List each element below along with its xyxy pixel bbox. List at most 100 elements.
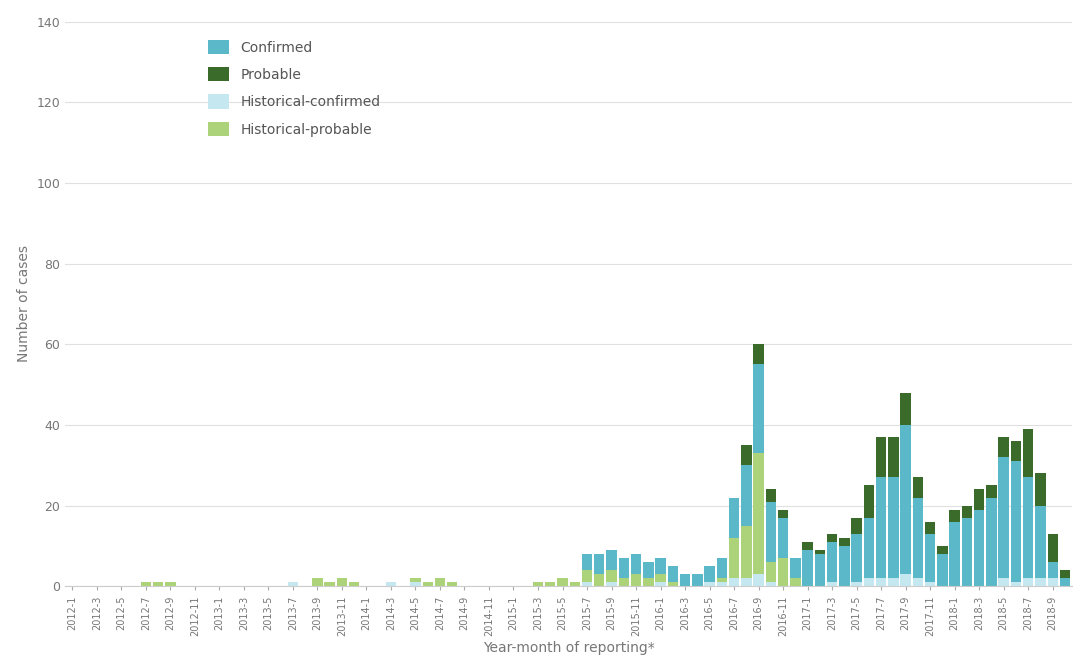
Bar <box>754 364 763 453</box>
Bar <box>938 554 947 586</box>
Bar <box>729 497 739 538</box>
Bar <box>656 574 665 582</box>
Bar <box>742 578 751 586</box>
Bar <box>766 489 776 501</box>
Bar <box>766 582 776 586</box>
Bar <box>1011 461 1021 582</box>
Bar <box>582 582 592 586</box>
Bar <box>313 578 322 586</box>
Bar <box>533 582 543 586</box>
Bar <box>999 578 1008 586</box>
Bar <box>595 574 604 586</box>
Bar <box>778 558 788 586</box>
Bar <box>558 578 567 586</box>
Bar <box>778 509 788 517</box>
Bar <box>656 582 665 586</box>
Bar <box>913 497 923 578</box>
Bar <box>729 538 739 578</box>
Bar <box>803 550 812 586</box>
Bar <box>974 489 984 509</box>
Bar <box>668 566 678 582</box>
Bar <box>852 582 861 586</box>
Bar <box>693 574 702 586</box>
Bar <box>889 578 898 586</box>
Bar <box>827 534 837 542</box>
Bar <box>1023 578 1033 586</box>
Bar <box>778 517 788 558</box>
Bar <box>925 582 935 586</box>
Bar <box>938 546 947 554</box>
Bar <box>1011 582 1021 586</box>
Bar <box>729 578 739 586</box>
Bar <box>913 578 923 586</box>
Bar <box>717 582 727 586</box>
Bar <box>742 445 751 465</box>
Bar <box>827 582 837 586</box>
Bar <box>631 554 641 574</box>
Bar <box>386 582 396 586</box>
Bar <box>840 538 849 546</box>
Bar <box>1036 473 1045 505</box>
Bar <box>631 574 641 586</box>
Bar <box>864 517 874 578</box>
Bar <box>582 554 592 570</box>
Bar <box>754 344 763 364</box>
Bar <box>337 578 347 586</box>
Bar <box>852 534 861 582</box>
Bar <box>1011 441 1021 461</box>
Bar <box>974 509 984 586</box>
Bar <box>607 550 616 570</box>
Bar <box>348 582 359 586</box>
Bar <box>1036 505 1045 578</box>
Bar <box>152 582 163 586</box>
Bar <box>446 582 457 586</box>
Bar <box>876 437 886 477</box>
Bar <box>166 582 175 586</box>
Bar <box>1036 578 1045 586</box>
Bar <box>913 477 923 497</box>
Bar <box>411 582 420 586</box>
Bar <box>582 570 592 582</box>
Bar <box>705 566 714 582</box>
X-axis label: Year-month of reporting*: Year-month of reporting* <box>482 641 654 655</box>
Bar <box>717 578 727 582</box>
Bar <box>411 578 420 582</box>
Bar <box>962 505 972 517</box>
Bar <box>570 582 580 586</box>
Bar <box>1048 534 1057 562</box>
Bar <box>987 497 996 586</box>
Bar <box>803 542 812 550</box>
Bar <box>619 558 629 578</box>
Bar <box>656 558 665 574</box>
Bar <box>999 457 1008 578</box>
Bar <box>925 521 935 534</box>
Bar <box>1023 477 1033 578</box>
Bar <box>852 517 861 534</box>
Bar <box>595 554 604 574</box>
Bar <box>950 521 959 586</box>
Bar <box>815 554 825 586</box>
Bar <box>742 465 751 526</box>
Bar <box>864 578 874 586</box>
Bar <box>999 437 1008 457</box>
Legend: Confirmed, Probable, Historical-confirmed, Historical-probable: Confirmed, Probable, Historical-confirme… <box>203 34 386 142</box>
Bar <box>901 574 910 586</box>
Y-axis label: Number of cases: Number of cases <box>16 245 30 362</box>
Bar <box>644 578 653 586</box>
Bar <box>1048 578 1057 586</box>
Bar <box>435 578 445 586</box>
Bar <box>766 562 776 582</box>
Bar <box>766 501 776 562</box>
Bar <box>423 582 433 586</box>
Bar <box>644 562 653 578</box>
Bar <box>668 582 678 586</box>
Bar <box>987 485 996 497</box>
Bar <box>791 558 800 578</box>
Bar <box>619 578 629 586</box>
Bar <box>962 517 972 586</box>
Bar <box>705 582 714 586</box>
Bar <box>140 582 151 586</box>
Bar <box>827 542 837 582</box>
Bar <box>1048 562 1057 578</box>
Bar <box>901 425 910 574</box>
